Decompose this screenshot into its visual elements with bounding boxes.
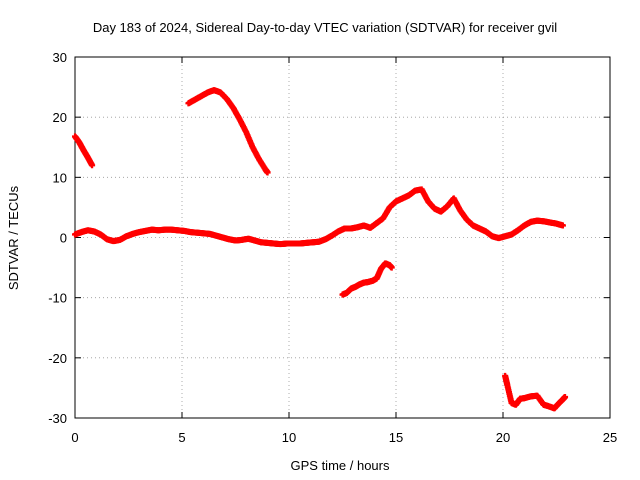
data-point bbox=[388, 264, 395, 271]
chart-title: Day 183 of 2024, Sidereal Day-to-day VTE… bbox=[93, 20, 557, 35]
y-tick-label: 0 bbox=[60, 231, 67, 246]
tick-marks bbox=[74, 56, 611, 419]
data-point bbox=[89, 162, 96, 169]
x-tick-label: 20 bbox=[496, 430, 510, 445]
y-tick-label: -30 bbox=[48, 411, 67, 426]
y-tick-label: -10 bbox=[48, 291, 67, 306]
data-point bbox=[559, 222, 566, 229]
series-0 bbox=[72, 186, 566, 248]
data-point bbox=[264, 169, 271, 176]
x-tick-label: 0 bbox=[71, 430, 78, 445]
x-tick-label: 15 bbox=[389, 430, 403, 445]
data-point bbox=[562, 393, 569, 400]
x-axis-label: GPS time / hours bbox=[291, 458, 390, 473]
x-tick-label: 5 bbox=[178, 430, 185, 445]
series-2 bbox=[185, 87, 271, 176]
x-tick-label: 25 bbox=[603, 430, 617, 445]
data-points bbox=[72, 87, 569, 412]
y-tick-label: 10 bbox=[53, 170, 67, 185]
y-tick-label: -20 bbox=[48, 351, 67, 366]
y-tick-label: 30 bbox=[53, 50, 67, 65]
grid bbox=[75, 57, 610, 418]
y-tick-label: 20 bbox=[53, 110, 67, 125]
x-tick-labels: 0 5 10 15 20 25 bbox=[71, 430, 617, 445]
y-tick-labels: -30 -20 -10 0 10 20 30 bbox=[48, 50, 67, 426]
series-1 bbox=[72, 133, 96, 169]
x-tick-label: 10 bbox=[282, 430, 296, 445]
series-3 bbox=[339, 260, 395, 298]
y-axis-label: SDTVAR / TECUs bbox=[6, 185, 21, 290]
series-4 bbox=[502, 372, 569, 412]
